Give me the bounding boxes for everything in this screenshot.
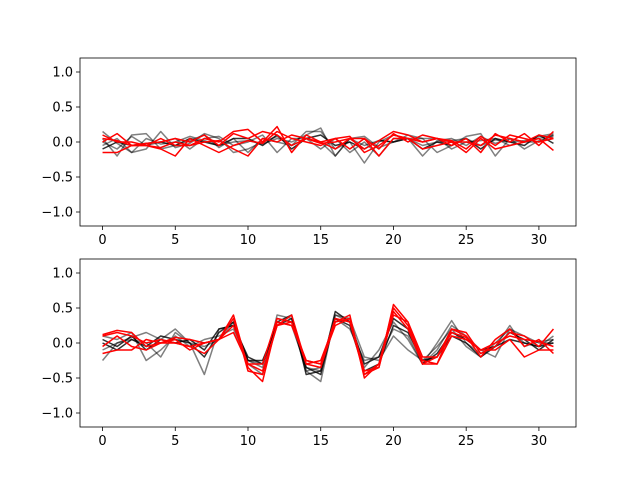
x-tick-label: 10 xyxy=(240,233,257,248)
y-tick-label: −1.0 xyxy=(41,407,73,422)
series-line-8 xyxy=(102,310,554,372)
x-tick-label: 5 xyxy=(171,434,179,449)
x-tick-label: 25 xyxy=(458,233,475,248)
top-plot: 0 5 10 15 20 25 30 −1.0 −0.5 0.0 0.5 1.0 xyxy=(41,57,577,248)
x-tick-label: 10 xyxy=(240,434,257,449)
series-line-8 xyxy=(102,134,554,157)
x-tick-label: 0 xyxy=(98,233,106,248)
y-tick-label: 0.5 xyxy=(52,302,73,317)
series-line-6 xyxy=(102,130,554,157)
y-tick-label: −0.5 xyxy=(41,171,73,186)
series-line-7 xyxy=(102,314,554,376)
y-tick-label: 0.5 xyxy=(52,101,73,116)
x-tick-label: 25 xyxy=(458,434,475,449)
x-tick-label: 30 xyxy=(531,434,548,449)
bottom-plot: 0 5 10 15 20 25 30 −1.0 −0.5 0.0 0.5 1.0 xyxy=(41,258,577,449)
x-tick-label: 15 xyxy=(312,434,329,449)
y-tick-label: −1.0 xyxy=(41,206,73,221)
series-group xyxy=(101,303,555,383)
series-line-7 xyxy=(102,125,554,154)
x-tick-label: 5 xyxy=(171,233,179,248)
y-tick-label: 1.0 xyxy=(52,267,73,282)
x-tick-label: 30 xyxy=(531,233,548,248)
y-tick-label: 1.0 xyxy=(52,66,73,81)
x-tick-label: 20 xyxy=(385,233,402,248)
x-tick-label: 0 xyxy=(98,434,106,449)
x-tick-label: 20 xyxy=(385,434,402,449)
series-group xyxy=(101,125,554,164)
y-tick-label: 0.0 xyxy=(52,136,73,151)
y-tick-label: −0.5 xyxy=(41,372,73,387)
y-tick-label: 0.0 xyxy=(52,337,73,352)
x-tick-label: 15 xyxy=(312,233,329,248)
